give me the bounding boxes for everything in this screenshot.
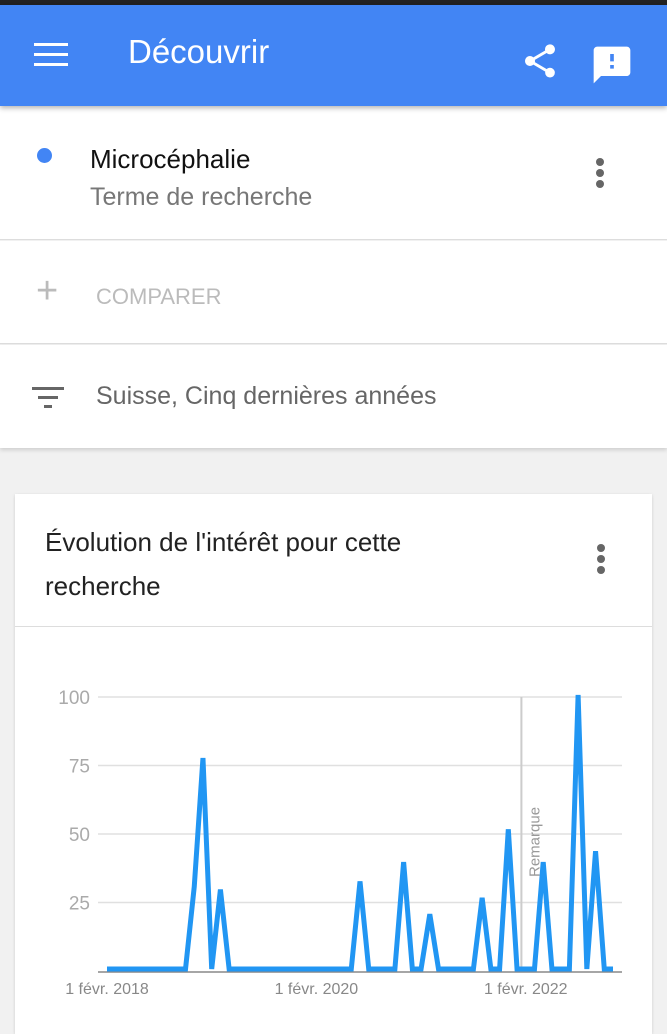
filter-label: Suisse, Cinq dernières années — [96, 382, 437, 410]
menu-icon[interactable] — [34, 43, 70, 73]
compare-label: COMPARER — [96, 284, 222, 309]
feedback-icon[interactable] — [590, 43, 634, 87]
compare-button[interactable]: + COMPARER — [0, 241, 667, 344]
app-bar: Découvrir — [0, 5, 667, 106]
term-more-icon[interactable] — [590, 158, 610, 198]
card-more-icon[interactable] — [591, 544, 611, 584]
filter-icon — [32, 387, 64, 408]
interest-over-time-card: Évolution de l'intérêt pour cette recher… — [15, 494, 652, 1034]
plus-icon: + — [36, 270, 59, 312]
term-name: Microcéphalie — [90, 144, 251, 174]
term-type: Terme de recherche — [90, 183, 313, 211]
page-title: Découvrir — [128, 33, 270, 70]
status-bar — [0, 0, 667, 5]
divider — [15, 626, 652, 627]
card-title: Évolution de l'intérêt pour cette recher… — [45, 527, 402, 601]
search-term-row[interactable]: Microcéphalie Terme de recherche — [0, 106, 667, 240]
term-color-dot — [37, 148, 52, 163]
filter-row[interactable]: Suisse, Cinq dernières années — [0, 345, 667, 448]
share-icon[interactable] — [520, 41, 560, 81]
